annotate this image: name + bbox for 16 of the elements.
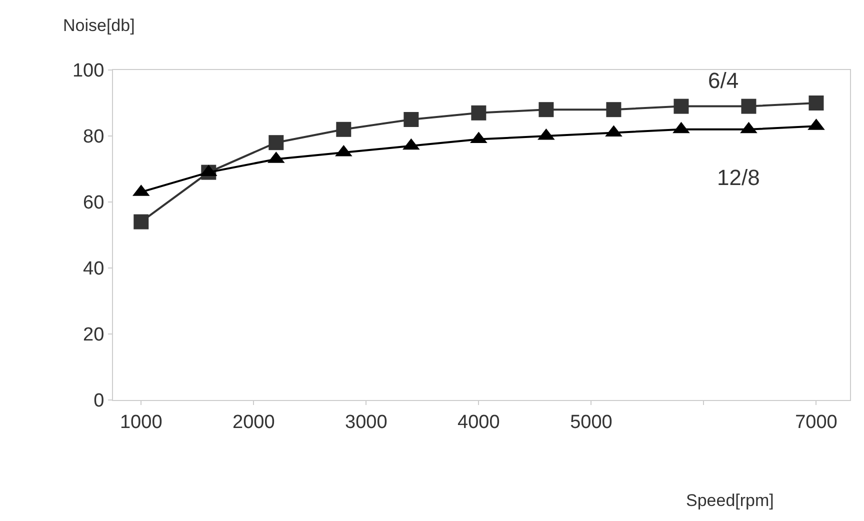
x-tick-label: 4000 — [458, 412, 500, 433]
y-axis-title: Noise[db] — [63, 16, 135, 35]
x-tick-label: 7000 — [795, 412, 838, 433]
series-label: 6/4 — [708, 68, 739, 93]
y-tick-label: 40 — [83, 258, 104, 280]
y-tick-label: 60 — [83, 192, 104, 214]
y-tick-label: 20 — [83, 324, 104, 346]
y-tick-label: 80 — [83, 126, 104, 148]
y-tick-label: 100 — [72, 60, 104, 82]
series-label: 12/8 — [717, 165, 760, 190]
x-tick-label: 5000 — [570, 412, 612, 433]
x-tick-label: 1000 — [120, 412, 162, 433]
x-tick-label: 2000 — [232, 412, 275, 433]
x-tick-label: 3000 — [345, 412, 388, 433]
y-tick-label: 0 — [94, 390, 104, 412]
x-axis-title: Speed[rpm] — [686, 491, 774, 510]
